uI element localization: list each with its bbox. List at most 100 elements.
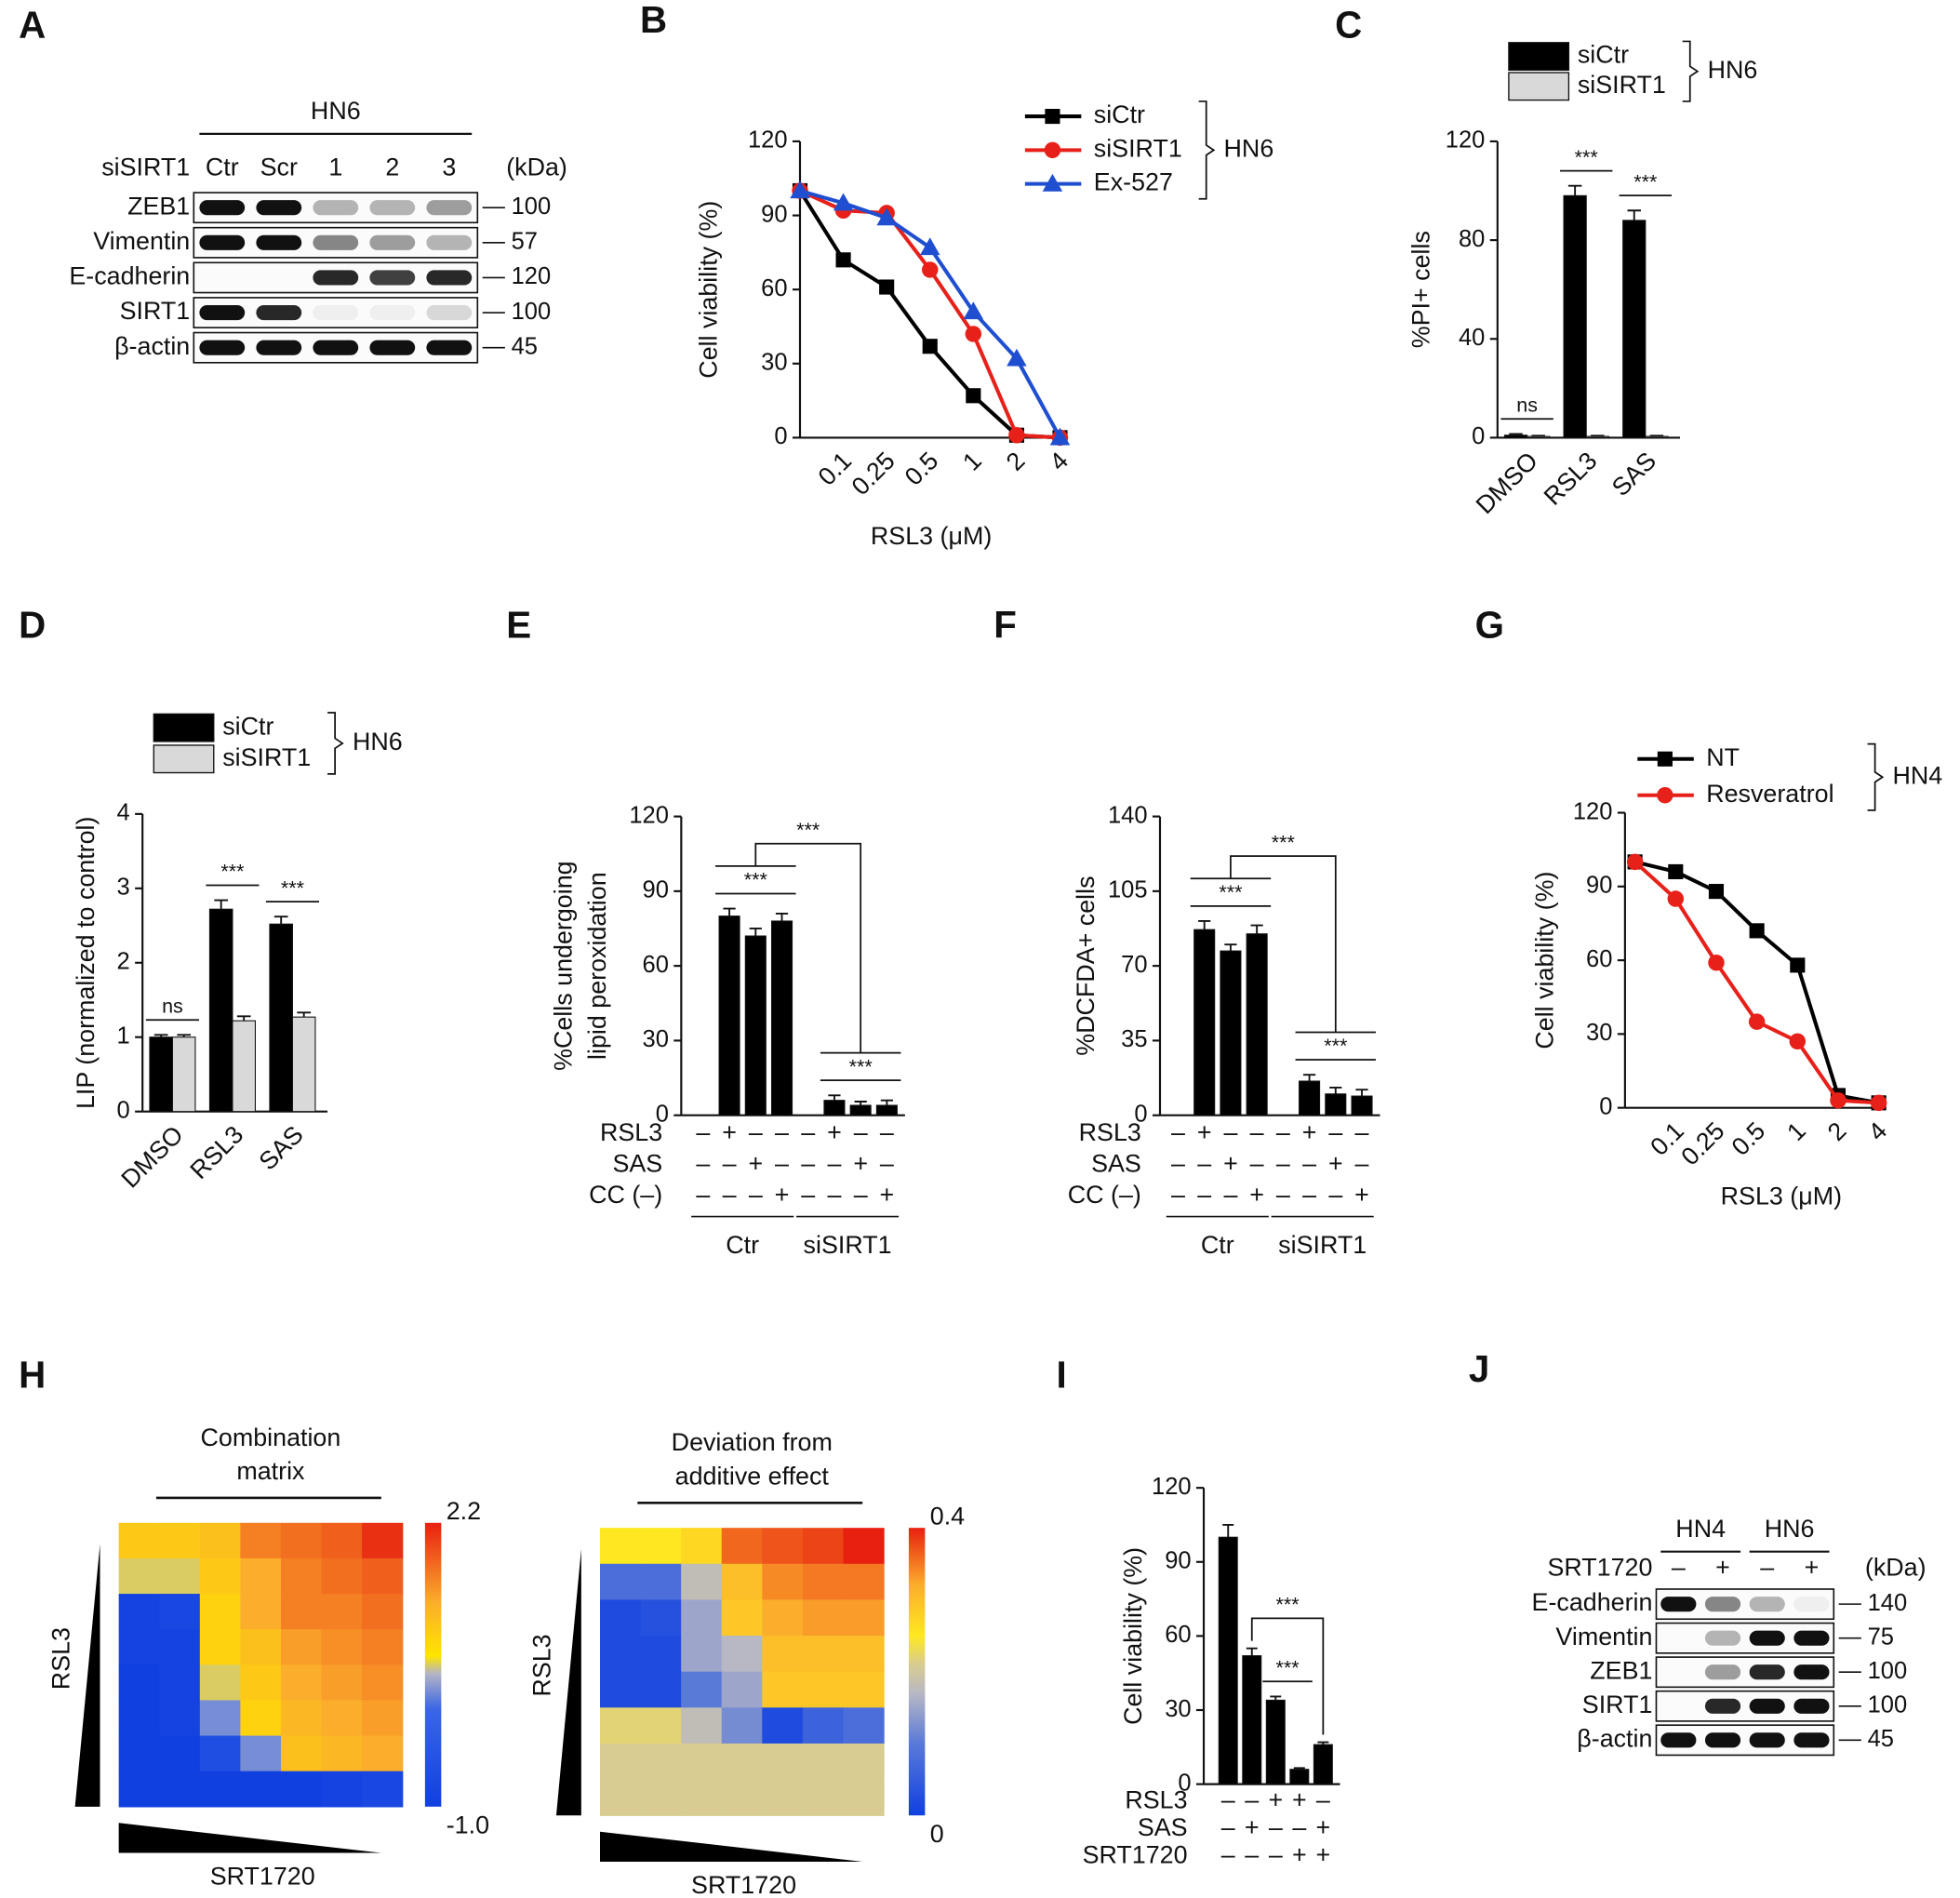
band (369, 340, 416, 355)
bar (269, 923, 293, 1113)
heat-cell (280, 1557, 323, 1595)
condition-sign: – (1269, 1841, 1283, 1869)
heat-cell (159, 1629, 201, 1665)
heat-cell (321, 1522, 363, 1559)
heat-cell (280, 1629, 323, 1665)
error-bar (1355, 1089, 1368, 1097)
heat-cell (240, 1594, 282, 1630)
y-tick-label: 0 (1599, 1093, 1612, 1119)
y-tick-label: 0 (1472, 423, 1485, 449)
heat-cell (721, 1743, 763, 1781)
condition-sign: – (1276, 1181, 1290, 1209)
condition-sign: – (1245, 1841, 1259, 1869)
kda-label: 57 (512, 229, 538, 255)
heat-cell (159, 1771, 201, 1808)
condition-sign: – (827, 1150, 841, 1178)
kda-unit: (kDa) (1865, 1554, 1927, 1582)
blot-group-label: HN6 (311, 97, 361, 125)
protein-label: Vimentin (1555, 1623, 1652, 1651)
condition-label: RSL3 (1125, 1786, 1187, 1814)
condition-sign: – (1302, 1181, 1316, 1209)
marker (1789, 1033, 1807, 1050)
condition-sign: – (696, 1118, 710, 1146)
bar (744, 935, 767, 1116)
bar (1313, 1744, 1333, 1785)
condition-sign: + (827, 1118, 842, 1146)
marker (963, 301, 984, 320)
marker (790, 180, 810, 199)
y-axis-label: Cell viability (%) (1530, 872, 1558, 1049)
heat-cell (721, 1671, 763, 1708)
heat-cell (681, 1779, 723, 1816)
y-axis-label: %PI+ cells (1407, 231, 1434, 348)
condition-sign: – (1171, 1118, 1185, 1146)
error-bar (177, 1034, 192, 1037)
bar (149, 1036, 173, 1113)
heat-cell (640, 1563, 682, 1601)
error-bar (1627, 209, 1641, 221)
marker (1045, 109, 1060, 125)
bar (875, 1104, 898, 1116)
condition-label: RSL3 (600, 1118, 662, 1146)
sig-label: *** (1276, 1657, 1300, 1679)
heat-cell (721, 1707, 763, 1744)
group-label: siSIRT1 (1278, 1231, 1367, 1259)
marker (922, 339, 938, 354)
band (313, 200, 359, 216)
bar (1299, 1080, 1321, 1116)
error-bar (273, 916, 288, 925)
band (199, 270, 245, 285)
condition-sign: – (749, 1181, 763, 1209)
lane-label: 2 (385, 154, 399, 181)
condition-sign: – (1302, 1150, 1316, 1178)
marker (922, 261, 939, 278)
error-bar (1224, 943, 1237, 952)
blot-box (193, 192, 479, 224)
sig-label: *** (744, 869, 768, 891)
band (369, 234, 416, 250)
band (256, 340, 302, 355)
condition-sign: – (749, 1118, 763, 1146)
y-tick-label: 60 (1165, 1622, 1191, 1648)
condition-sign: – (1221, 1841, 1235, 1869)
condition-sign: – (723, 1181, 737, 1209)
band (256, 200, 302, 216)
x-tick-label: 0.5 (1727, 1116, 1771, 1161)
bar (1622, 220, 1647, 438)
condition-sign: – (1221, 1786, 1235, 1814)
error-bar (236, 1015, 251, 1022)
heat-cell (802, 1779, 845, 1816)
y-tick-label: 2 (117, 949, 130, 975)
band (1793, 1732, 1830, 1748)
heat-cell (640, 1743, 682, 1781)
legend-group-label: HN6 (1224, 134, 1274, 162)
heat-cell (843, 1599, 885, 1637)
legend-swatch (153, 713, 215, 742)
band (199, 304, 246, 321)
protein-label: β-actin (1577, 1724, 1652, 1752)
bar (1325, 1093, 1347, 1116)
band (1749, 1698, 1785, 1714)
condition-label: RSL3 (1079, 1118, 1141, 1146)
heat-cell (681, 1671, 723, 1708)
error-bar (1317, 1741, 1329, 1745)
bar (208, 908, 233, 1113)
band (313, 270, 359, 286)
heat-cell (199, 1557, 242, 1595)
error-bar (1531, 434, 1545, 437)
bar (1246, 933, 1268, 1116)
panel-letter: C (1335, 4, 1362, 46)
heat-cell (159, 1664, 201, 1702)
error-bar (775, 912, 789, 921)
condition-sign: + (853, 1150, 868, 1178)
heat-cell (118, 1771, 160, 1808)
bar (1193, 929, 1216, 1116)
heat-cell (640, 1528, 682, 1565)
error-bar (1649, 434, 1664, 437)
heat-cell (843, 1743, 885, 1781)
marker (876, 207, 897, 226)
sig-label: *** (1324, 1035, 1348, 1057)
series-line (799, 189, 1062, 439)
condition-sign: + (1354, 1181, 1369, 1209)
protein-label: ZEB1 (1590, 1656, 1652, 1684)
